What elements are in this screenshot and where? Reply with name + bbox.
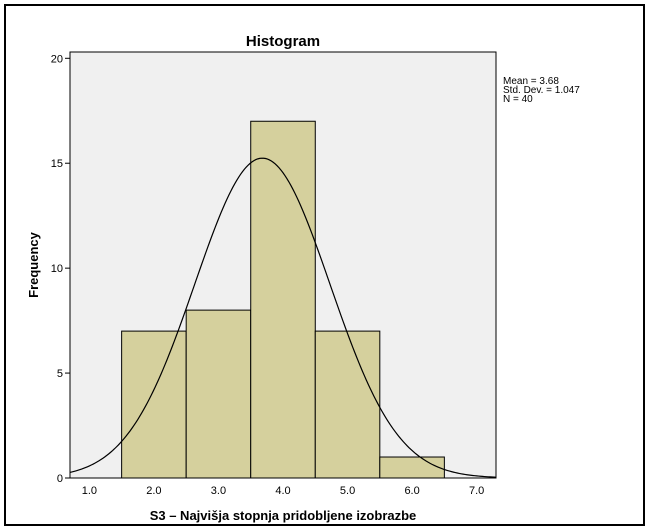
histogram-bar-2	[185, 309, 252, 479]
histogram-bar-3	[250, 120, 316, 479]
y-tick-label: 20	[51, 53, 63, 65]
y-tick-label: 5	[57, 368, 63, 380]
x-tick-label: 5.0	[340, 485, 355, 497]
stats-line: Mean = 3.68	[503, 76, 559, 87]
normal-curve	[69, 157, 497, 478]
y-tick-label: 15	[51, 158, 63, 170]
x-tick-label: 1.0	[82, 485, 97, 497]
x-tick-label: 6.0	[404, 485, 419, 497]
stats-line: Std. Dev. = 1.047	[503, 85, 580, 96]
x-tick-label: 3.0	[211, 485, 226, 497]
y-tick-label: 10	[51, 263, 63, 275]
histogram-bar-5	[379, 456, 445, 479]
x-tick-label: 2.0	[146, 485, 161, 497]
histogram-bar-1	[121, 330, 187, 479]
x-axis-label: S3 – Najvišja stopnja pridobljene izobra…	[150, 508, 417, 523]
y-axis-ticks: 0 5 10 15 20	[51, 53, 70, 485]
y-tick-label: 0	[57, 473, 63, 485]
x-tick-label: 7.0	[469, 485, 484, 497]
chart-title: Histogram	[246, 33, 320, 50]
bars-group	[121, 120, 445, 479]
y-axis-label: Frequency	[26, 231, 41, 298]
stats-line: N = 40	[503, 94, 533, 105]
x-tick-label: 4.0	[275, 485, 290, 497]
x-axis-ticks: 1.0 2.0 3.0 4.0 5.0 6.0 7.0	[82, 485, 485, 497]
histogram-bar-4	[314, 330, 381, 479]
